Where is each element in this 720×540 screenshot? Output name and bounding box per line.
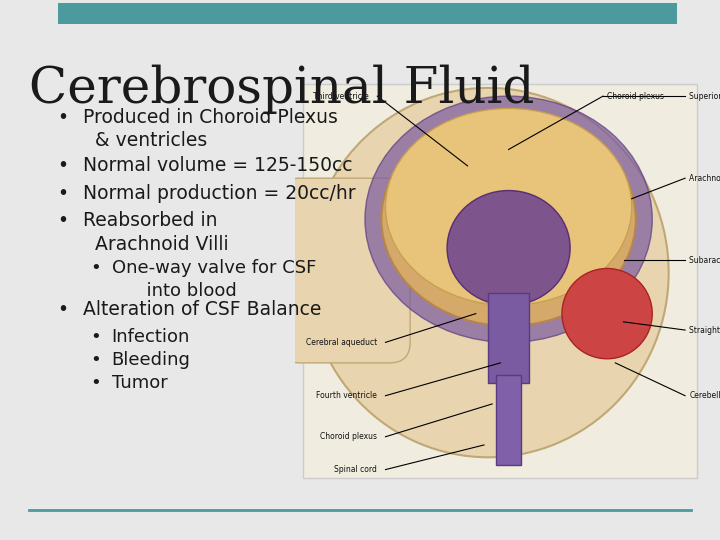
Text: Cerebrospinal Fluid: Cerebrospinal Fluid	[29, 65, 534, 114]
Text: Superior sagittal sinus: Superior sagittal sinus	[689, 92, 720, 100]
Text: Straight sinus: Straight sinus	[689, 326, 720, 335]
Text: Normal volume = 125-150cc: Normal volume = 125-150cc	[83, 156, 352, 175]
Text: Normal production = 20cc/hr: Normal production = 20cc/hr	[83, 184, 356, 202]
Text: Choroid plexus: Choroid plexus	[320, 432, 377, 441]
Text: •: •	[90, 328, 101, 346]
Text: Arachnoid villus: Arachnoid villus	[689, 174, 720, 183]
Text: •: •	[58, 184, 68, 202]
Ellipse shape	[447, 191, 570, 306]
Text: Produced in Choroid Plexus
  & ventricles: Produced in Choroid Plexus & ventricles	[83, 108, 338, 151]
Text: •: •	[58, 108, 68, 127]
Text: Fourth ventricle: Fourth ventricle	[316, 391, 377, 400]
Ellipse shape	[365, 96, 652, 342]
Text: •: •	[90, 375, 101, 393]
Text: •: •	[58, 300, 68, 319]
Ellipse shape	[385, 109, 631, 306]
Ellipse shape	[307, 88, 669, 457]
Text: Choroid plexus: Choroid plexus	[607, 92, 664, 100]
Text: Third ventricle: Third ventricle	[313, 92, 369, 100]
Text: Infection: Infection	[112, 328, 190, 346]
FancyBboxPatch shape	[303, 84, 698, 478]
Bar	[496, 375, 521, 465]
Bar	[488, 293, 529, 383]
Text: Spinal cord: Spinal cord	[334, 465, 377, 474]
Text: Reabsorbed in
  Arachnoid Villi: Reabsorbed in Arachnoid Villi	[83, 211, 228, 254]
Text: •: •	[90, 260, 101, 278]
Text: •: •	[58, 156, 68, 175]
Ellipse shape	[382, 112, 636, 326]
Text: Subarachnoid space: Subarachnoid space	[689, 256, 720, 265]
Text: Bleeding: Bleeding	[112, 351, 191, 369]
Text: Tumor: Tumor	[112, 375, 167, 393]
Text: One-way valve for CSF
      into blood: One-way valve for CSF into blood	[112, 260, 316, 300]
Text: •: •	[58, 211, 68, 230]
Text: Cerebral aqueduct: Cerebral aqueduct	[306, 338, 377, 347]
Text: Alteration of CSF Balance: Alteration of CSF Balance	[83, 300, 321, 319]
Text: •: •	[90, 351, 101, 369]
Ellipse shape	[562, 268, 652, 359]
Text: Cerebellum: Cerebellum	[689, 391, 720, 400]
FancyBboxPatch shape	[279, 178, 410, 363]
